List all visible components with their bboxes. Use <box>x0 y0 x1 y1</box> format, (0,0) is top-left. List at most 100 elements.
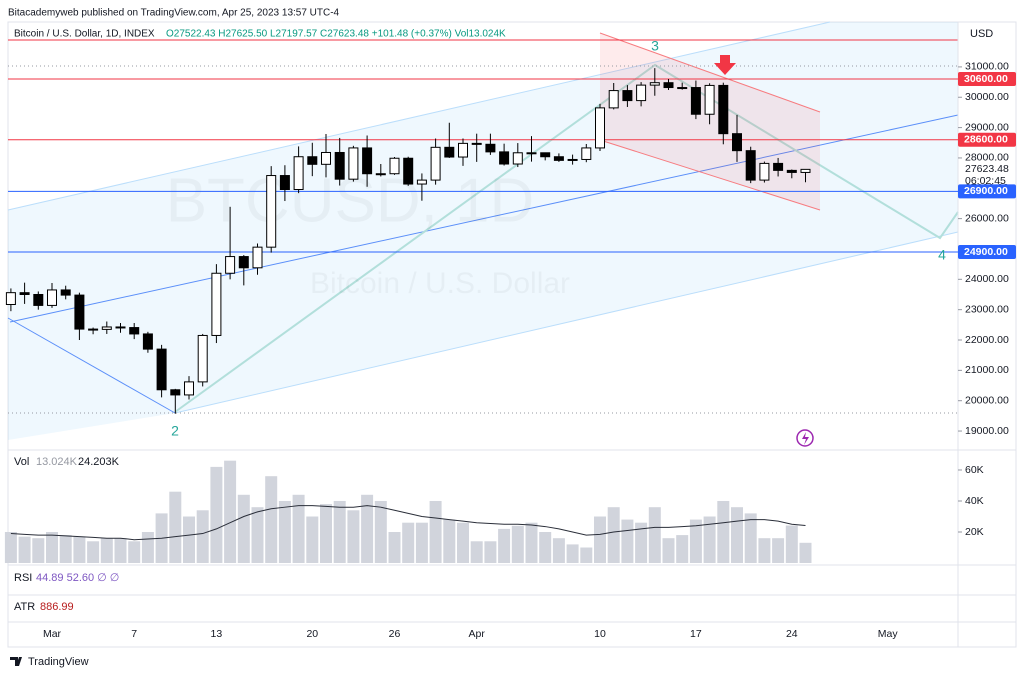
volume-bar <box>731 507 743 563</box>
volume-bar <box>265 476 278 563</box>
level-label: 24900.00 <box>964 246 1008 258</box>
level-label: 28600.00 <box>964 134 1008 146</box>
candle-body <box>526 152 537 155</box>
y-tick-label: 19000.00 <box>965 425 1009 437</box>
volume-bar <box>539 531 552 563</box>
candle-body <box>252 246 263 269</box>
y-tick-label: 24000.00 <box>965 273 1009 285</box>
candle-body <box>800 168 811 173</box>
x-tick-label: 13 <box>211 628 223 640</box>
volume-bar <box>429 500 442 563</box>
x-tick-label: Mar <box>43 628 62 640</box>
volume-bar <box>374 500 387 563</box>
candle-body <box>47 289 57 306</box>
vol-ma: 24.203K <box>78 456 120 468</box>
candle-body <box>19 292 30 295</box>
volume-bar <box>183 516 195 563</box>
alert-bolt <box>802 432 809 445</box>
candle-body <box>266 175 277 248</box>
candle-body <box>348 147 359 180</box>
candle-body <box>636 84 647 102</box>
candle-body <box>115 326 126 329</box>
candle-body <box>197 334 208 383</box>
volume-bar <box>594 516 606 563</box>
countdown: 06:02:45 <box>965 175 1006 187</box>
volume-bar <box>758 538 771 563</box>
candle-body <box>129 327 140 335</box>
candle-body <box>403 157 414 185</box>
candle-body <box>101 326 112 330</box>
candle-body <box>33 293 44 306</box>
candle-body <box>142 333 153 350</box>
rsi-label: RSI <box>14 572 32 584</box>
volume-bar <box>689 519 702 563</box>
candle-body <box>321 151 331 165</box>
candle-body <box>60 289 71 296</box>
candle-body <box>649 82 660 86</box>
level-box <box>958 245 1016 260</box>
candle-body <box>704 84 715 115</box>
x-tick-label: 24 <box>786 628 798 640</box>
volume-bar <box>498 528 511 563</box>
volume-bar <box>470 541 483 563</box>
candle-body <box>471 142 482 145</box>
volume-bar <box>402 522 415 563</box>
vol-tick-label: 60K <box>965 464 984 476</box>
volume-bar <box>635 522 648 563</box>
level-box <box>958 184 1016 199</box>
symbol: Bitcoin / U.S. Dollar, 1D, INDEX <box>14 29 155 40</box>
volume-bar <box>552 538 565 563</box>
candle-body <box>512 152 523 165</box>
channel-upper <box>7 21 831 211</box>
footer-brand: TradingView <box>28 656 89 668</box>
candle-body <box>745 150 756 181</box>
arrow-down <box>714 55 736 75</box>
volume-bar <box>4 531 17 563</box>
volume-bar <box>100 538 113 563</box>
candle-body <box>718 84 729 135</box>
y-tick-label: 21000.00 <box>965 364 1009 376</box>
wave-label: 2 <box>171 423 179 439</box>
candle-body <box>211 272 222 336</box>
publish-info: Bitacademyweb published on TradingView.c… <box>8 8 340 19</box>
volume-bar <box>799 542 812 563</box>
candle-body <box>540 152 551 158</box>
volume-bar <box>141 531 154 563</box>
volume-bar <box>237 494 250 563</box>
y-tick-label: 26000.00 <box>965 212 1009 224</box>
volume-bar <box>717 500 730 563</box>
candle-body <box>567 158 578 161</box>
alert-icon <box>796 429 814 447</box>
vol-last: 13.024K <box>36 456 78 468</box>
vol-tick-label: 40K <box>965 495 984 507</box>
currency: USD <box>970 28 993 40</box>
volume-bar <box>114 538 127 563</box>
candle-body <box>5 292 16 306</box>
volume-bar <box>224 460 237 563</box>
candle-body <box>416 179 427 185</box>
level-label: 26900.00 <box>964 185 1008 197</box>
y-tick-label: 23000.00 <box>965 303 1009 315</box>
candle-body <box>622 90 633 102</box>
volume-bar <box>320 504 332 563</box>
volume-bar <box>607 507 620 563</box>
trend-line <box>7 317 176 414</box>
y-tick-label: 28000.00 <box>965 152 1009 164</box>
y-tick-label: 20000.00 <box>965 394 1009 406</box>
volume-bar <box>87 541 100 563</box>
level-label: 30600.00 <box>964 73 1008 85</box>
volume-bar <box>32 538 45 563</box>
volume-bar <box>580 547 593 563</box>
watermark-sub: Bitcoin / U.S. Dollar <box>310 267 570 300</box>
volume-bar <box>676 535 689 563</box>
ohlc: O27522.43 H27625.50 L27197.57 C27623.48 … <box>166 29 506 40</box>
candle-body <box>759 162 770 181</box>
volume-bar <box>46 531 58 563</box>
volume-bar <box>484 541 497 563</box>
volume-bar <box>73 536 86 563</box>
wave-label: 3 <box>651 38 659 54</box>
atr-label: ATR <box>14 601 35 613</box>
candle-body <box>362 147 373 175</box>
volume-bar <box>306 516 319 563</box>
